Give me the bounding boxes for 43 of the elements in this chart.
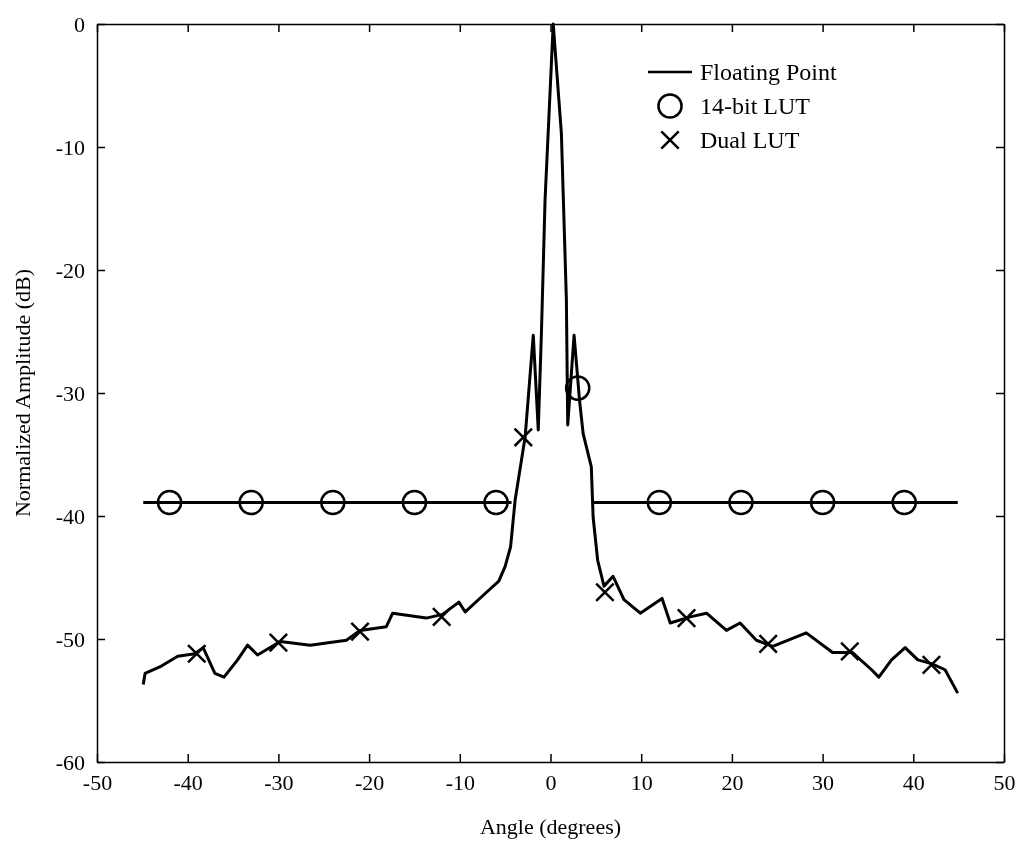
point <box>921 654 942 675</box>
point <box>564 375 591 401</box>
legend-label: Floating Point <box>700 59 838 86</box>
point <box>676 608 697 629</box>
y-tick-label: -50 <box>55 626 85 652</box>
point <box>758 633 779 654</box>
legend-label: Dual LUT <box>700 127 800 154</box>
x-tick-label: -20 <box>354 769 385 795</box>
point <box>238 489 264 516</box>
x-tick-label: 20 <box>721 769 744 795</box>
x-tick-label: 0 <box>545 769 557 795</box>
point <box>483 489 509 516</box>
point <box>809 489 836 516</box>
legend-label: 14-bit LUT <box>700 93 811 120</box>
point <box>891 489 918 516</box>
y-axis-title: Normalized Amplitude (dB) <box>10 268 35 518</box>
point <box>646 489 673 516</box>
point <box>431 606 452 627</box>
point <box>320 489 346 516</box>
y-tick-label: -60 <box>55 749 85 775</box>
point <box>594 582 615 603</box>
y-tick-label: -30 <box>55 380 85 406</box>
point <box>728 489 754 516</box>
point <box>268 632 289 653</box>
x-tick-label: 50 <box>993 769 1016 795</box>
x-axis-title: Angle (degrees) <box>479 814 622 839</box>
point <box>401 489 428 516</box>
x-tick-label: -30 <box>264 769 294 795</box>
x-tick-label: -10 <box>445 769 475 795</box>
y-tick-label: -40 <box>55 503 85 529</box>
x-tick-label: -50 <box>82 769 113 795</box>
point <box>839 641 860 662</box>
x-tick-label: 30 <box>812 769 835 795</box>
y-tick-label: -20 <box>55 257 85 283</box>
x-tick-label: -40 <box>173 769 203 795</box>
point <box>186 643 207 664</box>
point <box>156 489 183 516</box>
y-tick-label: 0 <box>74 11 85 37</box>
point <box>513 427 534 448</box>
y-tick-label: -10 <box>55 134 85 160</box>
point <box>350 621 370 642</box>
x-tick-label: 40 <box>902 769 925 795</box>
x-tick-label: 10 <box>630 769 653 795</box>
